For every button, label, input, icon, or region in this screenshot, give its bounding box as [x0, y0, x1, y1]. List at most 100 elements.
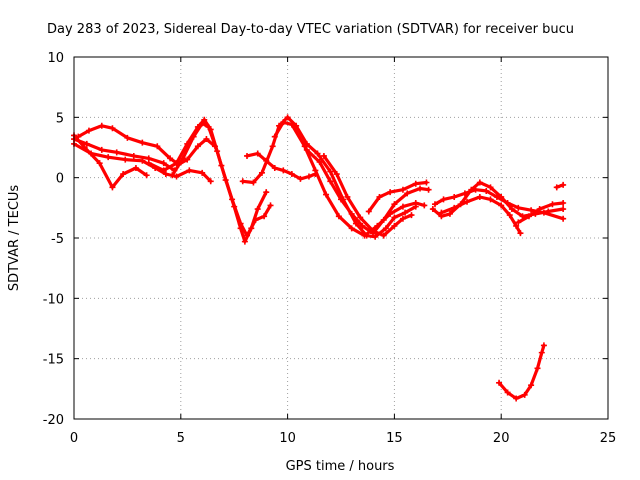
data-point — [412, 200, 419, 207]
series-track-15 — [438, 193, 524, 237]
data-point — [515, 204, 522, 211]
data-point — [314, 150, 321, 157]
data-point — [254, 206, 261, 213]
data-point — [335, 213, 342, 220]
data-point — [327, 178, 334, 185]
data-point — [160, 160, 167, 167]
data-point — [399, 203, 406, 210]
data-point — [98, 122, 105, 129]
data-point — [553, 184, 560, 191]
data-point — [248, 225, 255, 232]
data-point — [517, 230, 524, 237]
data-point — [280, 119, 287, 126]
data-point — [113, 149, 120, 156]
data-point — [130, 152, 137, 159]
data-point — [399, 215, 406, 222]
data-point — [143, 172, 150, 179]
data-point — [451, 204, 458, 211]
x-tick-label: 25 — [600, 431, 617, 446]
series-track-13 — [429, 179, 567, 220]
chart-title: Day 283 of 2023, Sidereal Day-to-day VTE… — [47, 22, 574, 37]
data-point — [105, 154, 112, 161]
series-track-6 — [169, 120, 270, 245]
data-point — [446, 210, 453, 217]
data-point — [513, 222, 520, 229]
data-point — [370, 227, 377, 234]
data-point — [525, 213, 532, 220]
data-point — [508, 206, 515, 213]
data-point — [528, 207, 535, 214]
data-point — [263, 157, 270, 164]
series-track-11 — [365, 179, 430, 215]
data-point — [538, 349, 545, 356]
data-point — [98, 146, 105, 153]
series-track-12 — [244, 150, 319, 182]
data-point — [139, 139, 146, 146]
data-point — [85, 127, 92, 134]
data-point — [423, 179, 430, 186]
data-point — [280, 167, 287, 174]
data-point — [487, 196, 494, 203]
data-point — [483, 187, 490, 194]
data-point — [513, 395, 520, 402]
data-point — [305, 173, 312, 180]
data-point — [338, 196, 344, 203]
data-point — [348, 225, 355, 232]
data-point — [83, 140, 90, 147]
data-point — [496, 379, 503, 386]
data-point — [402, 209, 409, 216]
data-point — [269, 143, 276, 150]
y-tick-label: -15 — [43, 353, 64, 368]
data-point — [261, 213, 268, 220]
data-point — [461, 190, 468, 197]
data-point — [250, 179, 257, 186]
data-point — [288, 171, 295, 178]
data-point — [352, 220, 359, 227]
y-tick-label: -5 — [51, 232, 64, 247]
series-track-8 — [271, 119, 428, 239]
data-point — [241, 238, 248, 245]
data-point — [160, 167, 167, 174]
data-point — [173, 173, 180, 180]
series-line — [147, 118, 273, 238]
data-point — [194, 143, 201, 150]
x-tick-label: 10 — [279, 431, 296, 446]
data-point — [487, 184, 494, 191]
data-point — [372, 233, 379, 240]
data-point — [560, 200, 567, 207]
data-point — [297, 175, 304, 182]
data-point — [425, 186, 432, 193]
series-track-14 — [431, 186, 567, 222]
data-point — [365, 208, 372, 215]
data-point — [521, 391, 528, 398]
data-point — [399, 186, 406, 193]
y-tick-label: 5 — [56, 111, 64, 126]
data-point — [284, 114, 291, 121]
data-point — [301, 143, 308, 150]
data-point — [244, 152, 251, 159]
data-point — [536, 206, 543, 213]
data-point — [504, 389, 511, 396]
data-point — [506, 212, 513, 219]
data-point — [333, 171, 340, 178]
data-point — [348, 210, 355, 217]
data-point — [271, 165, 278, 172]
data-point — [316, 158, 323, 165]
data-point — [391, 214, 398, 221]
data-point — [451, 193, 458, 200]
data-point — [120, 171, 127, 178]
data-point — [380, 216, 387, 223]
data-point — [431, 201, 438, 208]
data-point — [493, 193, 500, 200]
series-line — [241, 115, 418, 239]
x-tick-label: 0 — [70, 431, 78, 446]
data-point — [88, 150, 95, 157]
data-point — [271, 133, 278, 140]
series-line — [273, 120, 426, 238]
x-tick-label: 20 — [493, 431, 510, 446]
y-tick-label: 10 — [47, 51, 64, 66]
data-point — [184, 156, 191, 163]
data-point — [237, 225, 244, 232]
data-point — [504, 200, 511, 207]
data-point — [476, 193, 483, 200]
